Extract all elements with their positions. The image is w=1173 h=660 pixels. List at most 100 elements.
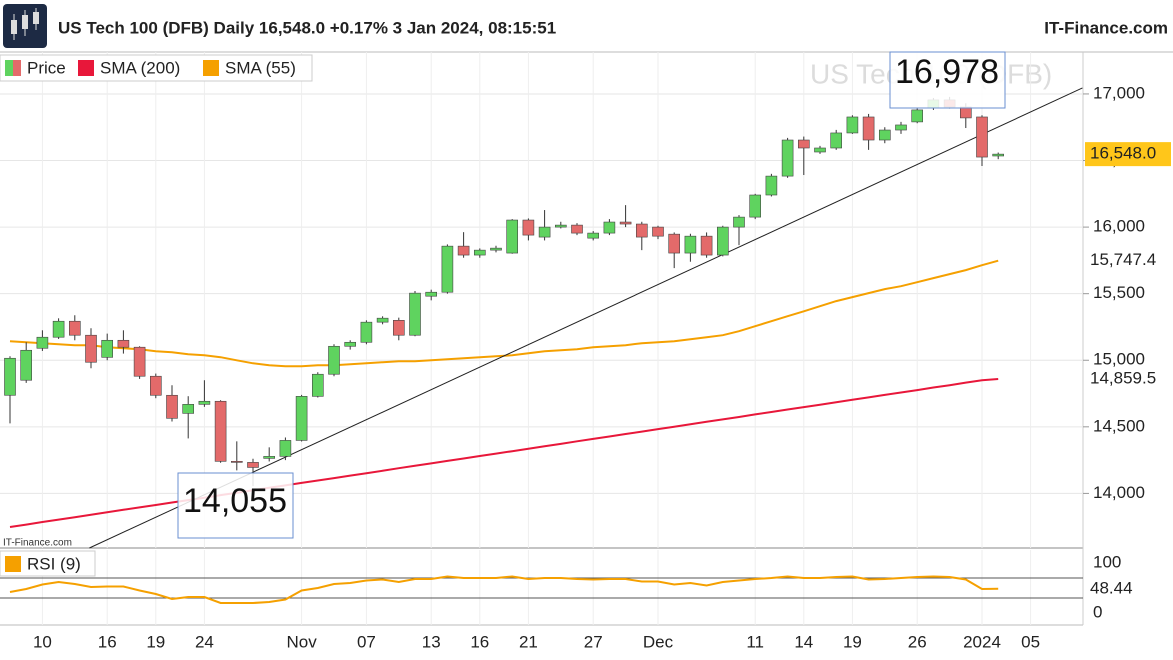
legend-swatch: [5, 556, 21, 572]
last-value-tag: 15,747.4: [1090, 250, 1156, 269]
candle-body: [652, 226, 664, 237]
x-tick-label: 16: [470, 632, 489, 651]
candle-body: [133, 346, 146, 377]
legend-box: [0, 54, 313, 82]
annotation: 16,978: [895, 53, 999, 91]
x-tick-label: 13: [422, 632, 441, 651]
candle-body: [603, 221, 616, 234]
legend-swatch: [5, 60, 13, 76]
annotation-box: [889, 51, 1006, 109]
candle-body: [814, 147, 826, 153]
y-tick-label: 14,000: [1093, 483, 1145, 502]
legend-swatch: [13, 60, 21, 76]
candle-body: [279, 440, 292, 457]
candle-body: [895, 124, 907, 131]
candle-body: [85, 334, 97, 363]
x-tick-label: 16: [98, 632, 117, 651]
rsi-legend: RSI (9): [0, 550, 96, 577]
candle-body: [619, 221, 632, 225]
candle-body: [716, 226, 729, 256]
candle-body: [554, 224, 567, 228]
candle-body: [117, 339, 130, 348]
legend-label: RSI (9): [27, 554, 81, 573]
legend-label: Price: [27, 58, 66, 77]
y-tick-label: 17,000: [1093, 83, 1145, 102]
candle-body: [571, 224, 583, 234]
candle-body: [166, 394, 178, 419]
candle-body: [959, 106, 972, 119]
candle-body: [846, 116, 859, 134]
candle-body: [976, 116, 988, 158]
candle-body: [587, 232, 600, 239]
app-icon: [3, 4, 47, 48]
source: IT-Finance.com: [1044, 18, 1168, 37]
candle-body: [635, 223, 648, 238]
candle-body: [911, 109, 924, 123]
x-tick-label: 21: [519, 632, 538, 651]
x-tick-label: 26: [908, 632, 927, 651]
x-tick-label: 27: [584, 632, 603, 651]
candle-body: [198, 400, 211, 405]
candle-body: [247, 462, 259, 468]
candle-body: [878, 129, 891, 141]
x-tick-label: 19: [146, 632, 165, 651]
last-value-tag: 14,859.5: [1090, 368, 1156, 387]
annotation: 14,055: [183, 482, 287, 520]
candle-body: [538, 226, 551, 238]
rsi-tick-label: 0: [1093, 602, 1102, 621]
candle-body: [20, 349, 33, 381]
candle-body: [473, 249, 486, 256]
annotation-box: [177, 472, 294, 539]
chart-title: US Tech 100 (DFB) Daily 16,548.0 +0.17% …: [58, 18, 556, 37]
candle-body: [490, 247, 502, 251]
candle-body: [781, 139, 794, 177]
candle-body: [992, 153, 1005, 157]
candle-body: [409, 292, 421, 336]
plot-area: [4, 87, 1083, 549]
candle-body: [522, 219, 535, 236]
candle-body: [749, 194, 762, 218]
x-tick-label: 19: [843, 632, 862, 651]
sma-line: [9, 378, 999, 528]
legend: Price SMA (200) SMA (55): [0, 54, 313, 82]
x-tick-label: Dec: [643, 632, 674, 651]
candle-body: [69, 320, 81, 336]
candle-body: [150, 375, 162, 396]
trendline: [89, 87, 1083, 549]
legend-label: SMA (200): [100, 58, 180, 77]
candle-body: [311, 373, 324, 397]
candle-body: [506, 219, 519, 254]
x-tick-label: 07: [357, 632, 376, 651]
candle-body: [392, 320, 405, 336]
x-tick-label: 2024: [963, 632, 1001, 651]
candle-body: [328, 345, 340, 375]
legend-swatch: [78, 60, 94, 76]
legend-label: SMA (55): [225, 58, 296, 77]
candle-body: [684, 235, 697, 254]
candle-body: [4, 357, 16, 396]
x-tick-label: Nov: [286, 632, 317, 651]
last-price-label: 16,548.0: [1090, 144, 1156, 163]
source-small: IT-Finance.com: [3, 538, 72, 549]
candle-body: [52, 320, 65, 338]
candle-body: [295, 396, 308, 441]
y-tick-label: 15,000: [1093, 350, 1145, 369]
y-tick-label: 14,500: [1093, 416, 1145, 435]
candle-body: [376, 317, 389, 323]
candle-body: [263, 456, 276, 459]
x-tick-label: 10: [33, 632, 52, 651]
candle-body: [700, 235, 713, 256]
candle-body: [214, 400, 227, 462]
candle-body: [231, 461, 243, 463]
candle-body: [182, 404, 194, 414]
candle-body: [830, 132, 843, 149]
rsi-tick-label: 100: [1093, 552, 1121, 571]
candle-body: [457, 245, 470, 256]
candle-body: [360, 321, 373, 343]
x-tick-label: 14: [794, 632, 813, 651]
x-tick-label: 11: [746, 632, 764, 651]
candle-body: [862, 116, 875, 141]
last-price-tag: [1085, 142, 1171, 167]
